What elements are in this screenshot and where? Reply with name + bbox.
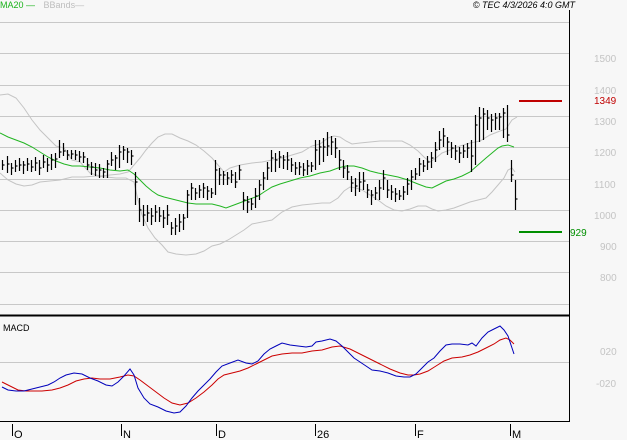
x-axis-labels: O N D 26 F M (14, 429, 521, 440)
svg-text:900: 900 (600, 242, 617, 253)
svg-text:O: O (14, 429, 23, 440)
macd-signal-line (1, 337, 515, 406)
svg-text:1200: 1200 (594, 148, 617, 159)
svg-text:1100: 1100 (594, 180, 616, 191)
bbands-lower-line (0, 167, 516, 256)
price-axis-labels: 1500 1400 1300 1200 1100 1000 900 800 (594, 54, 617, 284)
resistance-label: 1349 (594, 96, 617, 107)
price-bars (1, 105, 518, 235)
support-label: 929 (570, 228, 587, 239)
svg-text:F: F (417, 429, 424, 440)
svg-text:1300: 1300 (594, 117, 617, 128)
svg-text:-020: -020 (596, 379, 616, 390)
macd-label: MACD (3, 323, 30, 333)
macd-line (1, 325, 515, 414)
chart-legend: MA20 — BBands— (0, 0, 84, 10)
svg-text:D: D (218, 429, 226, 440)
svg-text:M: M (512, 429, 521, 440)
legend-ma20: MA20 — (0, 0, 36, 10)
svg-text:1400: 1400 (594, 86, 617, 97)
svg-text:N: N (123, 429, 131, 440)
ma20-line (0, 132, 515, 209)
copyright-timestamp: © TEC 4/3/2026 4:0 GMT (472, 0, 575, 10)
svg-text:26: 26 (317, 429, 329, 440)
svg-text:800: 800 (600, 273, 617, 284)
legend-bbands: BBands— (43, 0, 85, 10)
price-gridlines (0, 53, 569, 305)
svg-text:020: 020 (600, 347, 617, 358)
svg-text:1500: 1500 (594, 54, 617, 65)
svg-text:1000: 1000 (594, 211, 617, 222)
x-axis-ticks (12, 424, 511, 436)
